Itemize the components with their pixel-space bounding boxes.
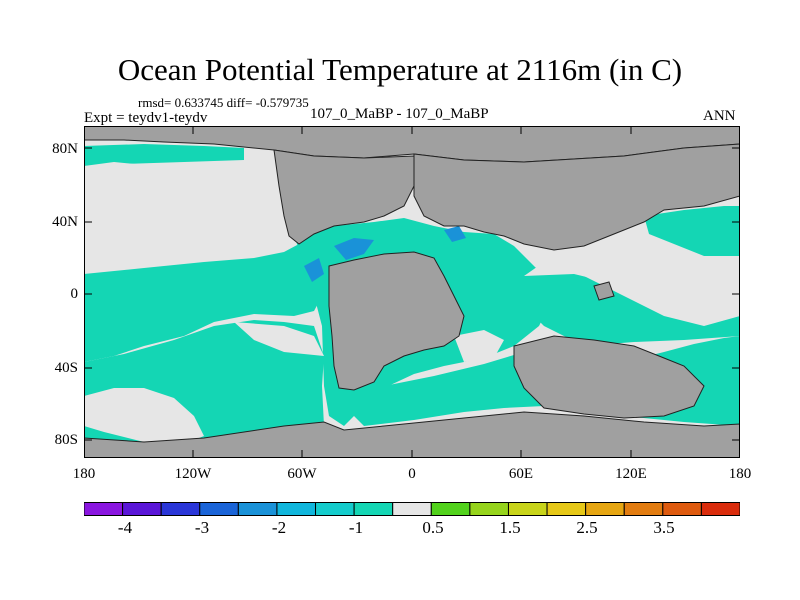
colorbar-swatch [315, 502, 355, 516]
axis-ticks [84, 126, 740, 458]
lon-label-60w: 60W [287, 466, 317, 482]
colorbar-swatch [700, 502, 740, 516]
colorbar-swatch [237, 502, 278, 516]
lat-label-40s: 40S [54, 360, 78, 376]
colorbar-swatch [122, 502, 162, 516]
colorbar-label: 1.5 [499, 518, 521, 537]
colorbar-swatch [160, 502, 201, 516]
case-label: 107_0_MaBP - 107_0_MaBP [310, 106, 489, 122]
lat-label-0: 0 [70, 286, 79, 302]
colorbar-swatch [662, 502, 702, 516]
colorbar-swatch [353, 502, 394, 516]
colorbar-label: -3 [194, 518, 210, 537]
colorbar-swatch [623, 502, 664, 516]
lat-label-40n: 40N [52, 214, 78, 230]
land-masses [84, 126, 740, 458]
lon-label-120w: 120W [174, 466, 212, 482]
colorbar-label: 0.5 [422, 518, 444, 537]
colorbar-label: -2 [271, 518, 287, 537]
period-label: ANN [703, 108, 736, 124]
colorbar-label: 3.5 [653, 518, 675, 537]
lon-label-180w: 180 [72, 466, 96, 482]
lat-label-80n: 80N [52, 141, 78, 157]
lon-label-60e: 60E [508, 466, 534, 482]
colorbar-swatch [276, 502, 317, 516]
lon-label-180e: 180 [728, 466, 752, 482]
colorbar-swatch [469, 502, 509, 516]
colorbar-label: -4 [117, 518, 133, 537]
plot-title: Ocean Potential Temperature at 2116m (in… [117, 52, 683, 87]
colorbar-swatch [199, 502, 239, 516]
colorbar-swatch [585, 502, 625, 516]
lat-label-80s: 80S [54, 432, 78, 448]
colorbar-swatch [84, 502, 124, 516]
colorbar-label: -1 [348, 518, 364, 537]
colorbar-swatch [392, 502, 432, 516]
colorbar-swatch [430, 502, 471, 516]
lon-label-120e: 120E [615, 466, 647, 482]
colorbar-label: 2.5 [576, 518, 598, 537]
colorbar-swatch [546, 502, 587, 516]
neutral-patches [234, 256, 740, 362]
temperature-anomaly-map [84, 126, 740, 458]
experiment-label: Expt = teydv1-teydv [84, 110, 208, 126]
stats-label: rmsd= 0.633745 diff= -0.579735 [138, 95, 309, 110]
colorbar [84, 502, 740, 516]
colorbar-swatch [507, 502, 548, 516]
lon-label-0: 0 [408, 466, 416, 482]
